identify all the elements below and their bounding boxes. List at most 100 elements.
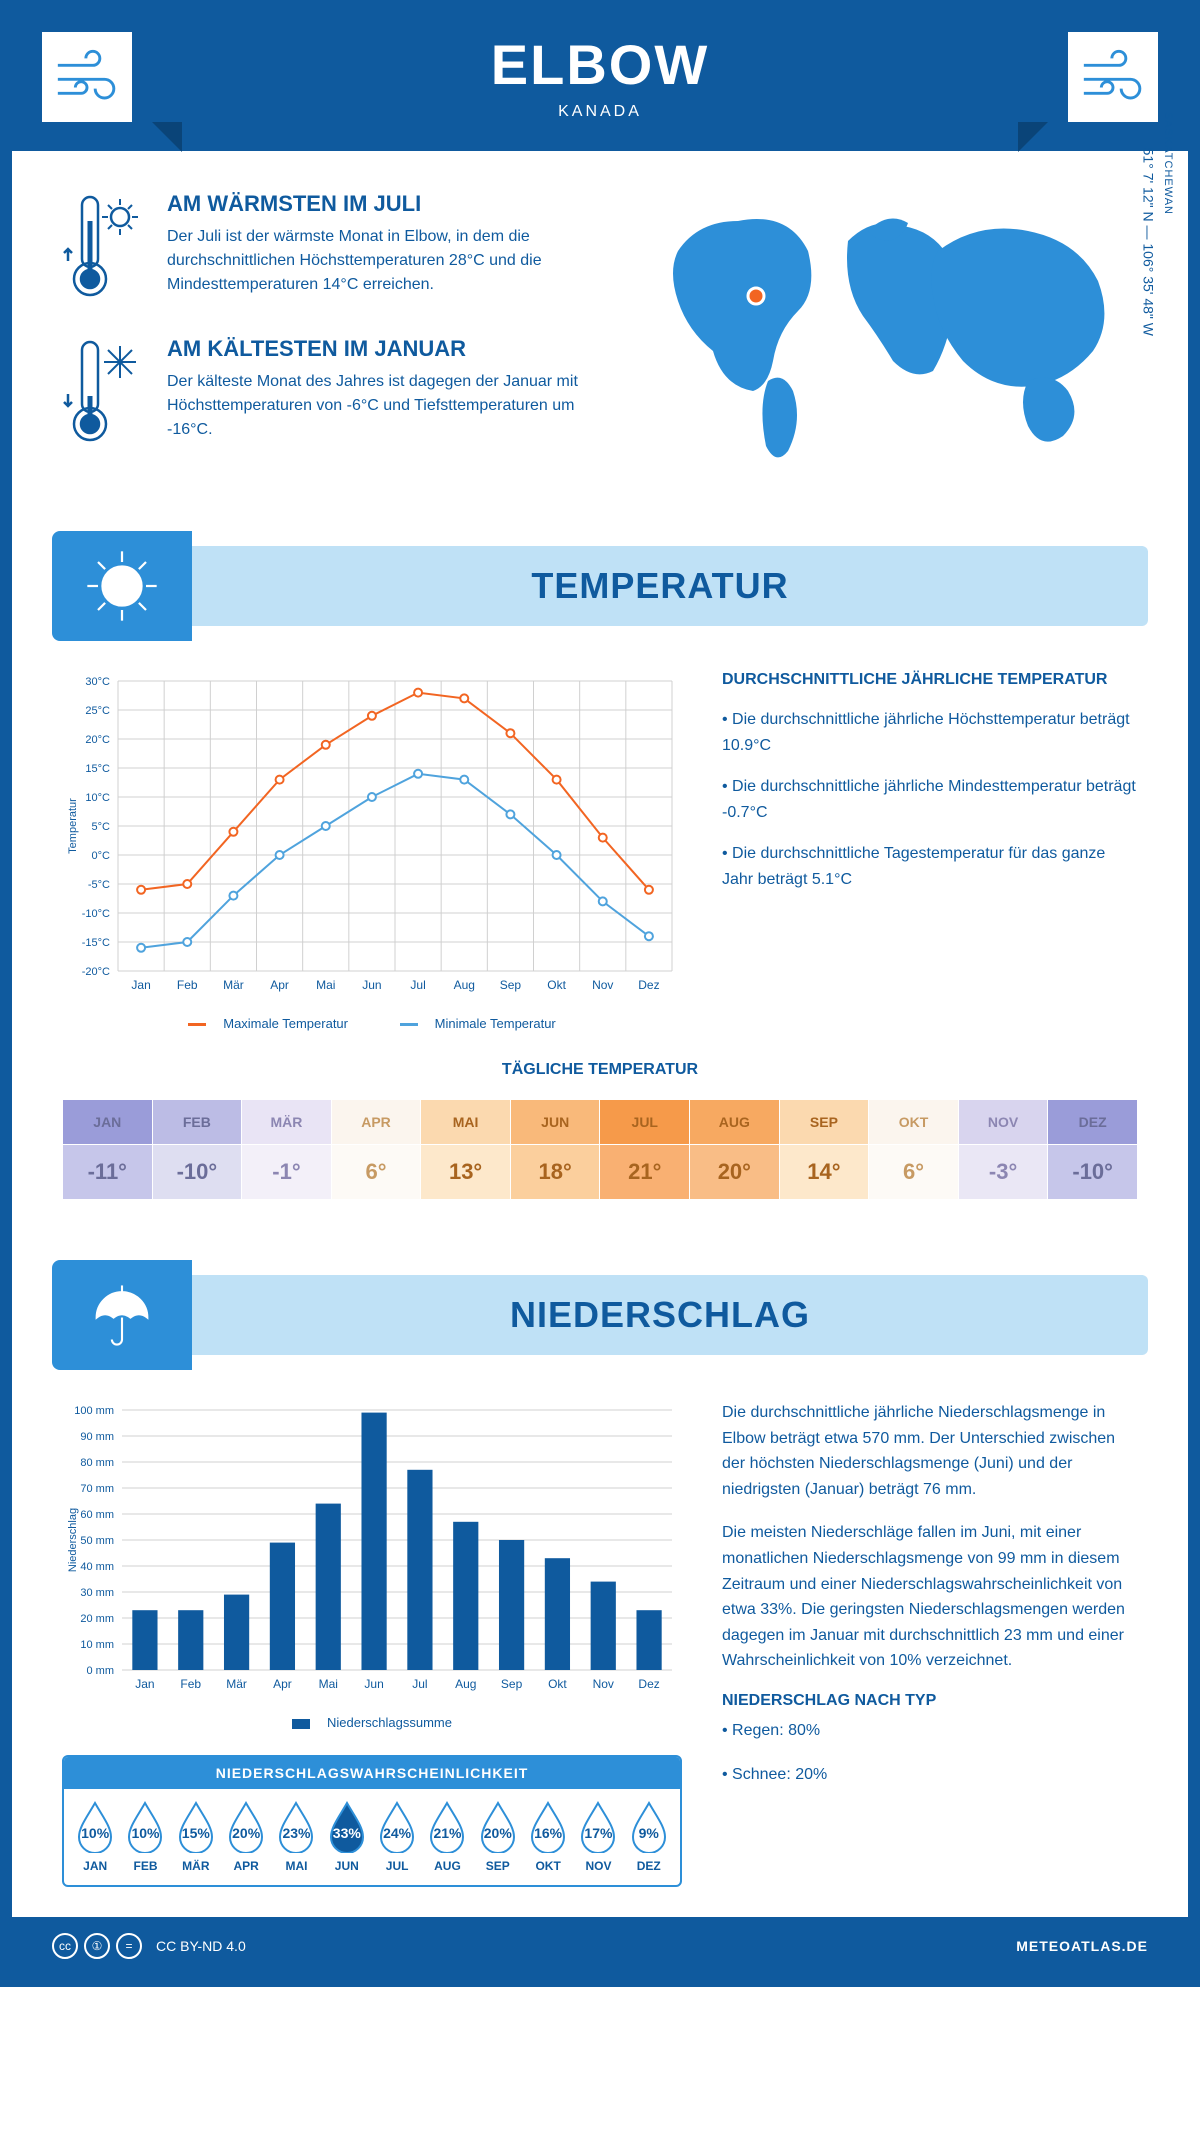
temp-value: -10° [152,1145,242,1200]
fact-title: AM KÄLTESTEN IM JANUAR [167,336,598,362]
svg-text:Aug: Aug [455,1677,476,1691]
cc-icon: cc [52,1933,78,1959]
temp-value: 18° [510,1145,600,1200]
svg-text:Sep: Sep [500,978,522,992]
probability-item: 24% JUL [372,1801,422,1873]
svg-text:40 mm: 40 mm [80,1561,114,1573]
probability-item: 15% MÄR [171,1801,221,1873]
svg-text:-15°C: -15°C [82,937,110,949]
svg-text:Jan: Jan [131,978,150,992]
section-header-precipitation: NIEDERSCHLAG [52,1260,1148,1370]
svg-text:50 mm: 50 mm [80,1535,114,1547]
temp-value: -1° [242,1145,332,1200]
probability-item: 10% FEB [120,1801,170,1873]
svg-text:0 mm: 0 mm [87,1665,115,1677]
temp-value: -3° [958,1145,1048,1200]
section-title: NIEDERSCHLAG [510,1294,810,1336]
month-header: JAN [63,1100,153,1145]
umbrella-icon [52,1260,192,1370]
probability-item: 9% DEZ [624,1801,674,1873]
probability-item: 23% MAI [271,1801,321,1873]
svg-text:Feb: Feb [180,1677,201,1691]
region-label: SASKATCHEWAN [1162,112,1174,215]
fact-coldest: AM KÄLTESTEN IM JANUAR Der kälteste Mona… [62,336,598,451]
svg-text:Apr: Apr [270,978,289,992]
probability-item: 17% NOV [573,1801,623,1873]
svg-text:Mär: Mär [226,1677,247,1691]
month-header: APR [331,1100,421,1145]
svg-text:30°C: 30°C [85,676,110,688]
fact-text: Der Juli ist der wärmste Monat in Elbow,… [167,225,598,297]
section-header-temperature: TEMPERATUR [52,531,1148,641]
wind-icon [42,32,132,122]
precipitation-summary: Die durchschnittliche jährliche Niedersc… [722,1400,1138,1887]
svg-text:90 mm: 90 mm [80,1431,114,1443]
probability-item: 21% AUG [422,1801,472,1873]
thermometer-cold-icon [62,336,142,451]
svg-text:70 mm: 70 mm [80,1483,114,1495]
temp-value: 20° [690,1145,780,1200]
temp-value: 21° [600,1145,690,1200]
svg-text:Feb: Feb [177,978,198,992]
source-text: METEOATLAS.DE [1016,1938,1148,1954]
svg-text:Jul: Jul [412,1677,427,1691]
temp-value: 14° [779,1145,869,1200]
by-icon: ① [84,1933,110,1959]
svg-text:Mai: Mai [316,978,335,992]
svg-text:80 mm: 80 mm [80,1457,114,1469]
thermometer-hot-icon [62,191,142,306]
nd-icon: = [116,1933,142,1959]
wind-icon [1068,32,1158,122]
svg-text:30 mm: 30 mm [80,1587,114,1599]
svg-text:Dez: Dez [638,1677,659,1691]
month-header: JUL [600,1100,690,1145]
svg-text:10 mm: 10 mm [80,1639,114,1651]
svg-text:Jun: Jun [362,978,381,992]
fact-text: Der kälteste Monat des Jahres ist dagege… [167,370,598,442]
sun-icon [52,531,192,641]
chart-legend: Maximale Temperatur Minimale Temperatur [62,1016,682,1031]
svg-text:25°C: 25°C [85,705,110,717]
svg-text:Niederschlag: Niederschlag [67,1508,79,1572]
temperature-line-chart: -20°C-15°C-10°C-5°C0°C5°C10°C15°C20°C25°… [62,671,682,1001]
fact-warmest: AM WÄRMSTEN IM JULI Der Juli ist der wär… [62,191,598,306]
svg-text:10°C: 10°C [85,792,110,804]
month-header: FEB [152,1100,242,1145]
svg-text:Jul: Jul [410,978,425,992]
svg-text:Nov: Nov [592,978,613,992]
svg-text:5°C: 5°C [92,821,111,833]
svg-text:Jun: Jun [364,1677,383,1691]
month-header: DEZ [1048,1100,1138,1145]
page-title: ELBOW [12,32,1188,97]
svg-text:100 mm: 100 mm [74,1405,114,1417]
probability-item: 10% JAN [70,1801,120,1873]
svg-text:60 mm: 60 mm [80,1509,114,1521]
probability-item: 20% APR [221,1801,271,1873]
page-header: ELBOW KANADA [12,12,1188,151]
precipitation-bar-chart: 0 mm 10 mm 20 mm 30 mm 40 mm 50 mm 60 mm 70 mm 8… [62,1400,682,1700]
svg-text:Dez: Dez [638,978,659,992]
month-header: NOV [958,1100,1048,1145]
svg-text:20 mm: 20 mm [80,1613,114,1625]
temp-value: 13° [421,1145,511,1200]
month-header: AUG [690,1100,780,1145]
precipitation-probability-box: NIEDERSCHLAGSWAHRSCHEINLICHKEIT 10% JAN … [62,1755,682,1887]
svg-text:Mär: Mär [223,978,244,992]
svg-text:Okt: Okt [547,978,566,992]
month-header: OKT [869,1100,959,1145]
temp-value: 6° [331,1145,421,1200]
fact-title: AM WÄRMSTEN IM JULI [167,191,598,217]
svg-text:-10°C: -10°C [82,908,110,920]
cc-icons: cc ① = [52,1933,142,1959]
page-footer: cc ① = CC BY-ND 4.0 METEOATLAS.DE [12,1917,1188,1975]
svg-text:Sep: Sep [501,1677,523,1691]
daily-temperature-table: TÄGLICHE TEMPERATUR JANFEBMÄRAPRMAIJUNJU… [12,1061,1188,1240]
svg-text:0°C: 0°C [92,850,111,862]
section-title: TEMPERATUR [531,565,788,607]
coordinates: 51° 7' 12" N — 106° 35' 48" W [1140,148,1156,336]
svg-text:Temperatur: Temperatur [67,798,79,854]
chart-legend: Niederschlagssumme [62,1715,682,1730]
svg-text:-20°C: -20°C [82,966,110,978]
probability-item: 20% SEP [473,1801,523,1873]
license-text: CC BY-ND 4.0 [156,1938,246,1954]
